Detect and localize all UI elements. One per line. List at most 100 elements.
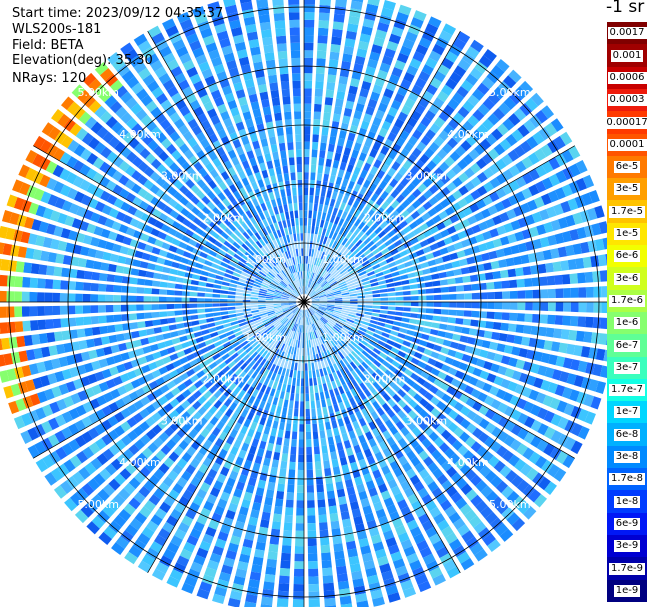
range-gate	[266, 344, 273, 352]
range-gate	[284, 288, 292, 294]
range-gate	[416, 205, 427, 215]
range-gate	[57, 113, 70, 128]
range-gate	[163, 205, 173, 215]
range-gate	[7, 321, 16, 334]
range-gate	[266, 262, 273, 270]
range-gate	[279, 66, 289, 75]
range-gate	[454, 351, 464, 360]
range-gate	[272, 182, 279, 192]
range-gate	[348, 233, 356, 242]
range-gate	[456, 250, 466, 259]
range-gate	[505, 133, 518, 147]
range-gate	[147, 442, 159, 454]
range-gate	[401, 104, 412, 116]
range-gate	[496, 501, 509, 515]
range-gate	[118, 224, 129, 234]
range-gate	[296, 316, 300, 325]
range-gate	[250, 297, 259, 300]
range-gate	[287, 313, 294, 320]
range-gate	[322, 383, 328, 392]
colorbar-tick-label: 1e-7	[613, 406, 641, 419]
range-gate	[341, 309, 350, 314]
colorbar-tick-label: 0.001	[610, 49, 644, 62]
range-gate	[456, 293, 465, 300]
range-gate	[586, 207, 598, 221]
range-gate	[273, 299, 281, 301]
range-gate	[250, 404, 258, 414]
range-gate	[414, 270, 424, 277]
range-gate	[296, 264, 299, 272]
range-gate	[343, 275, 352, 281]
range-gate	[365, 106, 375, 116]
range-gate	[293, 408, 299, 417]
range-gate	[110, 458, 123, 471]
range-gate	[508, 279, 518, 288]
range-gate	[309, 307, 316, 314]
range-gate	[355, 102, 365, 113]
range-gate	[44, 292, 53, 302]
range-gate	[204, 260, 213, 267]
range-gate	[482, 533, 496, 546]
range-gate	[372, 347, 381, 355]
range-gate	[485, 321, 494, 329]
range-gate	[419, 546, 433, 558]
range-gate	[414, 462, 426, 474]
range-gate	[576, 226, 587, 239]
range-gate	[376, 169, 386, 180]
range-gate	[251, 501, 262, 512]
range-gate	[125, 97, 138, 110]
range-gate	[179, 18, 194, 31]
range-gate	[449, 252, 459, 261]
range-gate	[182, 130, 194, 142]
range-gate	[274, 292, 282, 296]
range-gate	[259, 338, 267, 346]
range-gate	[14, 276, 23, 288]
range-gate	[331, 420, 338, 429]
range-gate	[347, 242, 355, 251]
range-gate	[223, 117, 233, 128]
range-gate	[304, 126, 311, 135]
range-gate	[42, 404, 54, 417]
range-gate	[219, 37, 231, 49]
range-gate	[129, 518, 143, 531]
range-gate	[300, 309, 303, 318]
range-gate	[33, 188, 45, 201]
range-gate	[194, 379, 204, 389]
range-gate	[435, 337, 445, 345]
range-gate	[588, 378, 599, 392]
range-gate	[436, 473, 449, 486]
range-gate	[156, 163, 167, 175]
range-gate	[515, 160, 527, 173]
range-gate	[352, 247, 361, 256]
range-gate	[213, 122, 224, 132]
range-gate	[326, 295, 335, 299]
range-gate	[304, 50, 314, 59]
range-gate	[329, 198, 336, 207]
range-gate	[397, 409, 407, 420]
range-gate	[189, 528, 202, 539]
range-gate	[88, 349, 98, 360]
range-gate	[269, 82, 279, 91]
range-gate	[216, 146, 226, 157]
range-gate	[265, 300, 274, 302]
range-gate	[266, 67, 277, 76]
range-gate	[223, 0, 236, 8]
range-gate	[208, 151, 218, 162]
range-gate	[48, 126, 61, 140]
range-gate	[333, 13, 345, 23]
range-gate	[304, 240, 307, 249]
range-gate	[281, 327, 288, 335]
range-gate	[182, 59, 195, 71]
colorbar-cell: 6e-8	[607, 423, 647, 447]
range-gate	[192, 325, 201, 332]
range-gate	[324, 273, 331, 280]
range-gate	[25, 247, 35, 260]
range-gate	[449, 150, 461, 162]
range-gate	[106, 314, 115, 323]
range-gate	[361, 407, 369, 417]
range-gate	[532, 302, 541, 311]
range-gate	[93, 186, 104, 199]
range-gate	[0, 290, 7, 302]
range-gate	[191, 125, 203, 136]
range-gate	[441, 393, 452, 403]
